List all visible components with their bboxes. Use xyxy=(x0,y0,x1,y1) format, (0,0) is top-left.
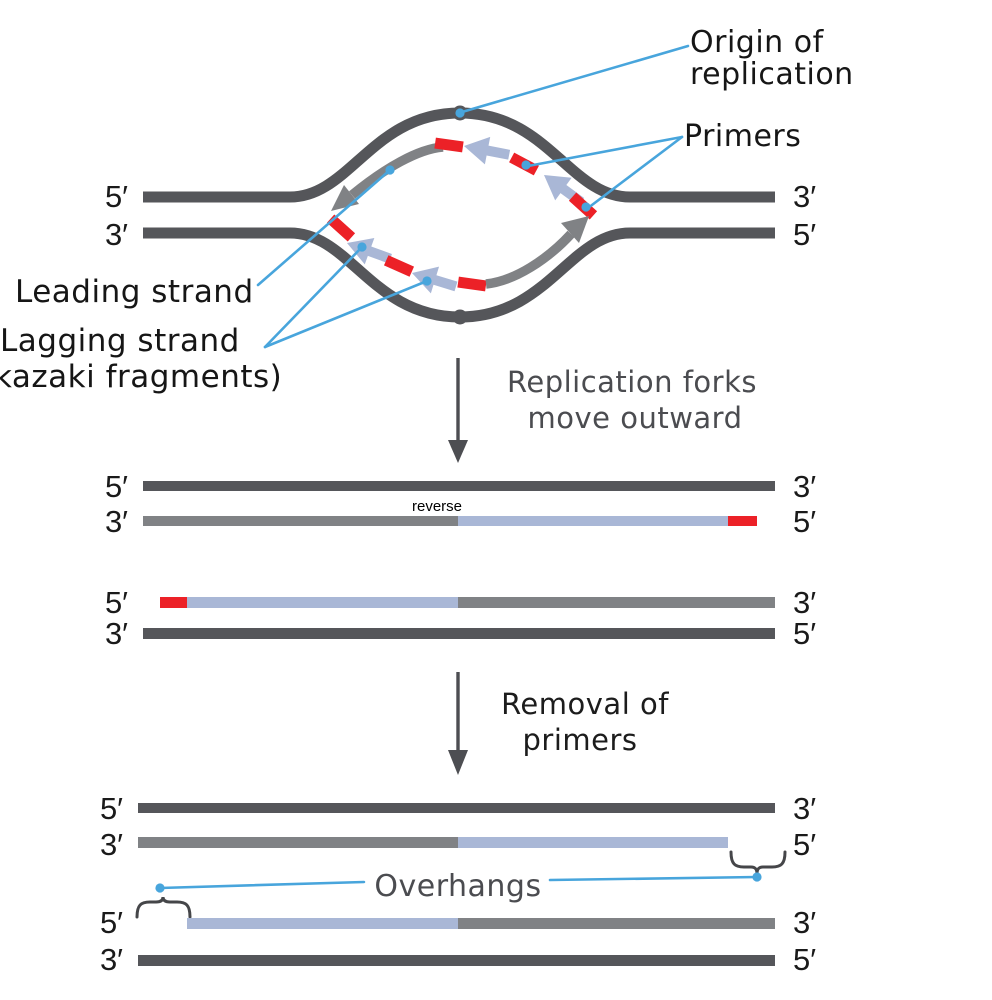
bottom-duplexes: Overhangs 5′ 3′ 3′ 5′ 5′ 3′ 3′ 5′ xyxy=(100,791,816,977)
new-strand-lagging-part xyxy=(458,837,728,848)
template-strand xyxy=(138,803,775,813)
lagging-callout-line xyxy=(263,245,364,349)
end-label: 3′ xyxy=(793,905,816,940)
primer-segment xyxy=(160,597,187,608)
primer-segment xyxy=(326,214,356,242)
end-label: 3′ xyxy=(793,469,816,504)
origin-dot-bottom xyxy=(452,309,468,325)
step2-arrow-group: Removal of primers xyxy=(448,672,669,775)
template-strand xyxy=(143,628,775,639)
callout-dot xyxy=(155,883,165,893)
end-label: 3′ xyxy=(105,217,128,252)
end-label: 5′ xyxy=(793,217,816,252)
new-strand-lagging-part xyxy=(458,516,728,526)
end-label: 5′ xyxy=(793,616,816,651)
origin-label-line2: replication xyxy=(690,57,854,92)
primer-segment xyxy=(728,516,757,526)
callout-dot xyxy=(752,872,762,882)
end-label: 5′ xyxy=(793,942,816,977)
origin-label-line1: Origin of xyxy=(690,25,825,60)
okazaki-fragment xyxy=(464,136,511,165)
leading-strand-bottom-arrowhead xyxy=(561,216,589,243)
leading-callout-line xyxy=(256,168,392,287)
mid-duplexes: reverse 5′ 3′ 3′ 5′ 5′ 3′ 3′ 5′ xyxy=(105,469,816,651)
new-strand-lagging-part xyxy=(187,597,458,608)
replication-bubble: Origin of replication Primers Leading st… xyxy=(0,25,854,395)
end-label: 5′ xyxy=(105,179,128,214)
okazaki-fragment xyxy=(412,266,458,294)
end-label: 3′ xyxy=(793,585,816,620)
leading-strand-label: Leading strand xyxy=(15,274,254,310)
primer-segment xyxy=(457,276,487,292)
end-label: 5′ xyxy=(793,827,816,862)
new-strand-leading-part xyxy=(138,837,458,848)
step2-caption-line1: Removal of xyxy=(501,687,669,721)
lagging-strand-label-line1: Lagging strand xyxy=(0,323,240,359)
primer-segment xyxy=(383,255,415,277)
end-label: 3′ xyxy=(105,504,128,539)
end-label: 5′ xyxy=(105,469,128,504)
end-label: 3′ xyxy=(100,942,123,977)
callout-dot xyxy=(422,276,432,286)
down-arrow-head xyxy=(448,440,468,463)
step1-caption-line1: Replication forks xyxy=(507,365,757,399)
new-strand-leading-part xyxy=(458,597,775,608)
step2-caption-line2: primers xyxy=(522,723,637,757)
overhang-brace-right xyxy=(729,850,787,875)
lagging-strand-label-line2: kazaki fragments) xyxy=(0,359,282,395)
end-label: 3′ xyxy=(100,827,123,862)
end-label: 5′ xyxy=(793,504,816,539)
end-label: 3′ xyxy=(105,616,128,651)
new-strand-lagging-part xyxy=(187,918,458,929)
down-arrow-head xyxy=(448,750,468,775)
origin-callout-line xyxy=(460,44,690,114)
leading-strand-bottom xyxy=(485,230,575,289)
primers-label: Primers xyxy=(684,119,801,154)
primers-callout-line xyxy=(586,135,684,210)
new-strand-leading-part xyxy=(143,516,458,526)
end-label: 5′ xyxy=(100,791,123,826)
overhang-brace-left xyxy=(135,896,192,919)
new-strand-leading-part xyxy=(458,918,775,929)
primer-segment xyxy=(434,137,464,153)
end-label: 3′ xyxy=(793,791,816,826)
callout-dot xyxy=(455,108,465,118)
callout-dot xyxy=(581,202,591,212)
end-label: 5′ xyxy=(105,585,128,620)
template-strand xyxy=(143,481,775,491)
callout-dot xyxy=(521,160,531,170)
callout-dot xyxy=(357,242,367,252)
lagging-callout-line xyxy=(263,279,429,349)
step1-arrow-group: Replication forks move outward xyxy=(448,358,757,463)
overhangs-callout-line xyxy=(548,875,759,882)
primers-callout-line xyxy=(526,135,684,168)
callout-dot xyxy=(385,165,395,175)
template-strand xyxy=(138,955,775,966)
overhangs-callout-line xyxy=(158,880,366,890)
end-label: 3′ xyxy=(793,179,816,214)
template-strand-top xyxy=(143,107,775,203)
reverse-note: reverse xyxy=(412,498,462,515)
end-label: 5′ xyxy=(100,905,123,940)
step1-caption-line2: move outward xyxy=(527,401,742,435)
overhangs-label: Overhangs xyxy=(374,869,541,904)
